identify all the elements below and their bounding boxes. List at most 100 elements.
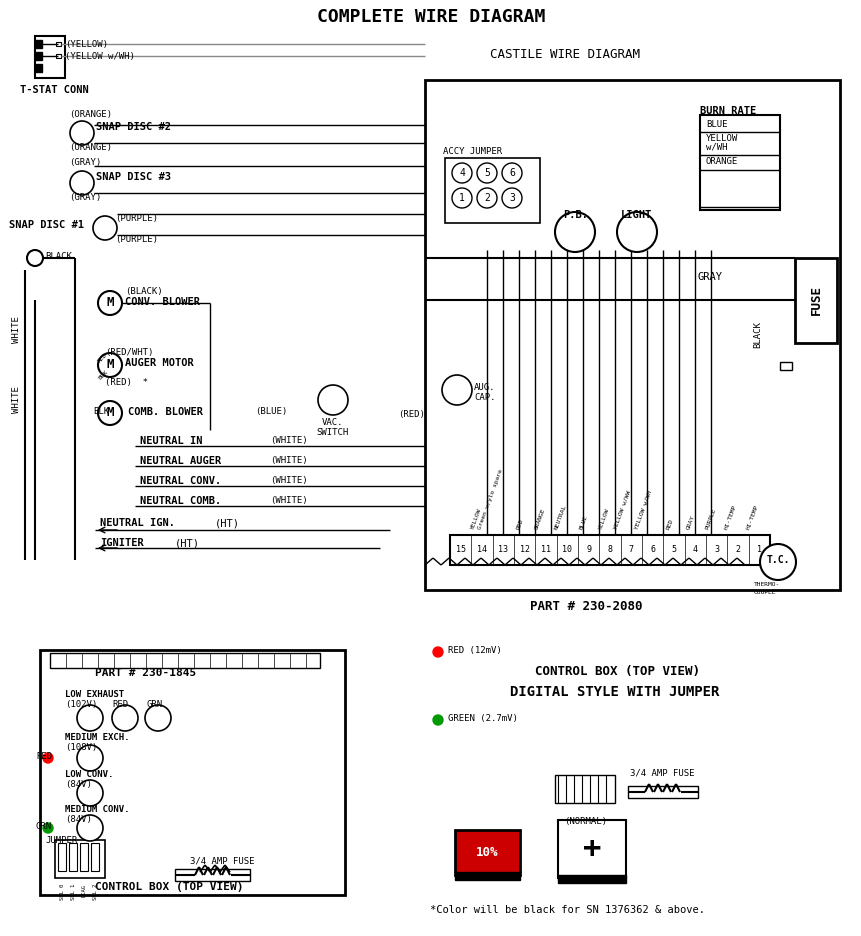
- Text: AUG.: AUG.: [474, 383, 495, 392]
- Text: RED: RED: [516, 518, 524, 530]
- Bar: [56, 42, 61, 46]
- Text: SEL 0: SEL 0: [60, 884, 65, 900]
- Text: 1: 1: [756, 546, 761, 554]
- Text: LOW EXHAUST: LOW EXHAUST: [65, 690, 124, 699]
- Text: COMB. BLOWER: COMB. BLOWER: [127, 407, 202, 417]
- Bar: [455, 830, 519, 875]
- Text: GREEN (2.7mV): GREEN (2.7mV): [448, 714, 517, 723]
- Bar: [58, 843, 66, 871]
- Text: 13: 13: [498, 546, 508, 554]
- Bar: [40, 650, 344, 895]
- Text: (HT): (HT): [175, 538, 200, 548]
- Bar: [557, 820, 625, 878]
- Bar: [794, 258, 836, 343]
- Bar: [56, 54, 61, 58]
- Text: YELLOW: YELLOW: [597, 507, 610, 530]
- Text: CONV. BLOWER: CONV. BLOWER: [125, 297, 200, 307]
- Text: CONTROL BOX (TOP VIEW): CONTROL BOX (TOP VIEW): [95, 882, 243, 892]
- Text: SWITCH: SWITCH: [316, 428, 348, 437]
- Text: (YELLOW w/WH): (YELLOW w/WH): [65, 52, 134, 61]
- Text: (HT): (HT): [214, 518, 239, 528]
- Bar: [35, 36, 65, 78]
- Circle shape: [98, 291, 122, 315]
- Text: 3/4 AMP FUSE: 3/4 AMP FUSE: [629, 768, 694, 777]
- Text: (PURPLE): (PURPLE): [115, 235, 158, 244]
- Bar: [91, 843, 99, 871]
- Bar: [35, 40, 42, 48]
- Circle shape: [70, 171, 94, 195]
- Circle shape: [554, 212, 594, 252]
- Circle shape: [442, 375, 472, 405]
- Text: 6: 6: [509, 168, 514, 178]
- Text: DIGITAL STYLE WITH JUMPER: DIGITAL STYLE WITH JUMPER: [510, 685, 719, 699]
- Circle shape: [451, 188, 472, 208]
- Text: YELLOW w/WW: YELLOW w/WW: [612, 490, 630, 530]
- Text: (84V): (84V): [65, 780, 92, 789]
- Text: LIGHT: LIGHT: [620, 210, 652, 220]
- Text: 3/4 AMP FUSE: 3/4 AMP FUSE: [189, 856, 254, 865]
- Text: PART # 230-1845: PART # 230-1845: [95, 668, 196, 678]
- Text: (WHITE): (WHITE): [269, 436, 307, 445]
- Circle shape: [432, 715, 443, 725]
- Text: 6: 6: [649, 546, 654, 554]
- Circle shape: [70, 121, 94, 145]
- Text: (WHITE): (WHITE): [269, 496, 307, 505]
- Text: P.B.: P.B.: [562, 210, 587, 220]
- Text: (84V): (84V): [65, 815, 92, 824]
- Text: MEDIUM CONV.: MEDIUM CONV.: [65, 805, 129, 814]
- Text: (RED)  *: (RED) *: [105, 378, 148, 387]
- Circle shape: [27, 250, 43, 266]
- Text: SNAP DISC #3: SNAP DISC #3: [96, 172, 170, 182]
- Text: IGNITER: IGNITER: [100, 538, 144, 548]
- Bar: [35, 64, 42, 72]
- Text: GRAY: GRAY: [697, 272, 722, 282]
- Text: CAP.: CAP.: [474, 393, 495, 402]
- Circle shape: [501, 188, 522, 208]
- Text: RED: RED: [112, 700, 128, 709]
- Circle shape: [77, 745, 102, 771]
- Circle shape: [759, 544, 795, 580]
- Text: (102V): (102V): [65, 700, 97, 709]
- Text: NEUTRAL IN: NEUTRAL IN: [139, 436, 202, 446]
- Text: M: M: [106, 406, 114, 419]
- Circle shape: [43, 753, 53, 763]
- Text: CASTILE WIRE DIAGRAM: CASTILE WIRE DIAGRAM: [489, 48, 639, 61]
- Text: GRN: GRN: [147, 700, 163, 709]
- Bar: [557, 875, 625, 883]
- Circle shape: [451, 163, 472, 183]
- Text: *Color will be black for SN 1376362 & above.: *Color will be black for SN 1376362 & ab…: [430, 905, 704, 915]
- Text: RED: RED: [665, 518, 673, 530]
- Circle shape: [145, 705, 170, 731]
- Text: NEUTRAL AUGER: NEUTRAL AUGER: [139, 456, 221, 466]
- Text: M: M: [106, 358, 114, 372]
- Text: CONTROL BOX (TOP VIEW): CONTROL BOX (TOP VIEW): [535, 665, 699, 678]
- Circle shape: [77, 705, 102, 731]
- Text: 11: 11: [541, 546, 550, 554]
- Text: YELLOW w/WH: YELLOW w/WH: [633, 490, 652, 530]
- Bar: [55, 840, 105, 878]
- Text: BLACK: BLACK: [753, 322, 762, 348]
- Text: 14: 14: [476, 546, 486, 554]
- Circle shape: [432, 647, 443, 657]
- Bar: [35, 52, 42, 60]
- Text: 15: 15: [455, 546, 465, 554]
- Text: (ORANGE): (ORANGE): [69, 110, 112, 119]
- Text: 1: 1: [459, 193, 464, 203]
- Text: 2: 2: [734, 546, 740, 554]
- Text: BLACK: BLACK: [45, 252, 71, 261]
- Text: NEUTRAL: NEUTRAL: [553, 504, 567, 530]
- Circle shape: [98, 353, 122, 377]
- Text: M: M: [106, 297, 114, 310]
- Text: NEUTRAL IGN.: NEUTRAL IGN.: [100, 518, 175, 528]
- Circle shape: [77, 780, 102, 806]
- Text: +: +: [582, 835, 600, 864]
- Text: 12: 12: [519, 546, 529, 554]
- Text: HI-TEMP: HI-TEMP: [723, 504, 737, 530]
- Text: ORANGE: ORANGE: [705, 157, 737, 166]
- Text: (NORMAL): (NORMAL): [563, 817, 606, 826]
- Text: VAC.: VAC.: [322, 418, 343, 427]
- Text: COMPLETE WIRE DIAGRAM: COMPLETE WIRE DIAGRAM: [317, 8, 544, 26]
- Bar: [628, 786, 697, 798]
- Text: 10: 10: [561, 546, 572, 554]
- Text: 10%: 10%: [475, 845, 498, 858]
